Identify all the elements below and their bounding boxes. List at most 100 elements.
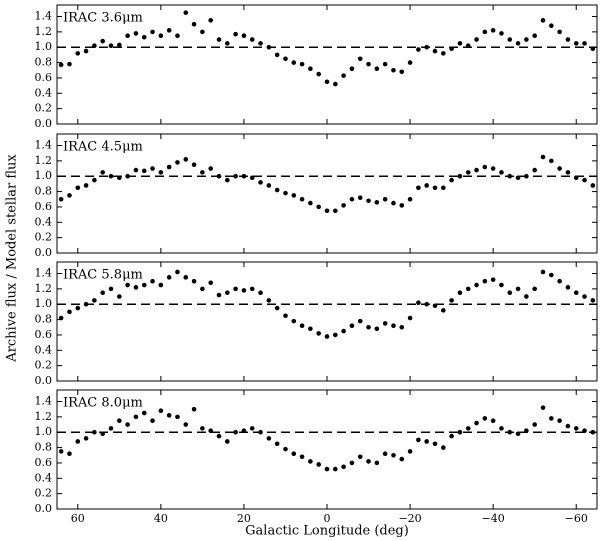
y-tick-label: 1.4 — [35, 395, 53, 408]
y-tick-label: 0.6 — [35, 328, 53, 341]
point — [333, 332, 338, 338]
point — [341, 328, 346, 334]
point — [407, 449, 413, 454]
point — [449, 46, 454, 52]
x-tick-label: −40 — [482, 512, 505, 525]
point — [499, 170, 504, 175]
point — [125, 33, 130, 39]
point — [499, 31, 504, 36]
point — [540, 405, 546, 410]
point — [266, 183, 272, 188]
point — [83, 301, 89, 307]
y-tick-label: 0.2 — [35, 487, 53, 500]
point — [499, 426, 504, 431]
point — [399, 203, 405, 208]
point — [117, 294, 122, 299]
point — [524, 428, 529, 433]
point — [92, 177, 97, 183]
point — [532, 422, 537, 427]
point — [75, 305, 81, 311]
y-tick-label: 1.2 — [35, 410, 53, 423]
point — [117, 42, 122, 48]
point — [557, 29, 562, 35]
y-tick-label: 1.4 — [35, 267, 53, 280]
y-tick-label: 0.8 — [35, 441, 53, 454]
point — [507, 173, 513, 179]
y-tick-label: 0.8 — [35, 313, 53, 326]
point — [183, 275, 189, 280]
point — [67, 61, 72, 67]
point — [549, 23, 554, 29]
point — [175, 269, 180, 275]
point — [283, 56, 288, 62]
point — [349, 196, 355, 202]
point — [141, 34, 147, 40]
point — [200, 29, 205, 35]
point — [208, 428, 213, 433]
point — [457, 429, 463, 435]
point — [366, 61, 371, 67]
point — [274, 441, 280, 447]
point — [416, 437, 421, 443]
point — [540, 154, 546, 160]
point — [125, 173, 130, 179]
point — [299, 61, 305, 67]
point — [108, 173, 114, 179]
y-tick-label: 1.4 — [35, 10, 53, 23]
point — [532, 286, 537, 292]
point — [141, 410, 147, 416]
point — [557, 418, 562, 424]
point — [465, 286, 471, 292]
point — [100, 38, 105, 44]
point — [582, 428, 587, 433]
point — [391, 452, 396, 458]
point — [316, 204, 321, 210]
point — [565, 423, 571, 429]
y-tick-label: 1.0 — [35, 425, 53, 438]
point — [183, 422, 189, 427]
point — [424, 44, 429, 50]
point — [432, 48, 438, 54]
point — [191, 21, 197, 27]
point — [366, 459, 371, 464]
point — [482, 164, 488, 170]
point — [75, 185, 81, 191]
point — [341, 73, 346, 78]
point — [274, 305, 280, 311]
point — [573, 175, 579, 181]
point — [357, 195, 363, 201]
point — [58, 196, 64, 202]
point — [407, 315, 413, 321]
point — [349, 323, 355, 329]
point — [341, 464, 346, 470]
point — [225, 41, 230, 46]
point — [399, 456, 405, 462]
point — [216, 37, 222, 42]
x-tick-label: −60 — [565, 512, 588, 525]
point — [216, 292, 222, 298]
point — [308, 326, 313, 332]
point — [391, 200, 396, 206]
point — [117, 175, 122, 181]
point — [432, 441, 438, 447]
point — [291, 193, 297, 198]
point — [108, 286, 114, 292]
panel-title: IRAC 5.8μm — [63, 268, 143, 283]
point — [150, 418, 155, 424]
point — [582, 177, 587, 183]
point — [258, 429, 263, 435]
point — [83, 436, 89, 441]
point — [399, 324, 405, 330]
point — [141, 282, 147, 288]
point — [465, 43, 471, 48]
point — [565, 37, 571, 42]
point — [507, 37, 513, 42]
point — [291, 60, 297, 65]
point — [540, 18, 546, 23]
point — [166, 28, 172, 33]
point — [308, 459, 313, 464]
point — [133, 31, 139, 36]
point — [58, 62, 64, 68]
y-tick-label: 0.0 — [35, 502, 53, 515]
point — [424, 439, 429, 444]
